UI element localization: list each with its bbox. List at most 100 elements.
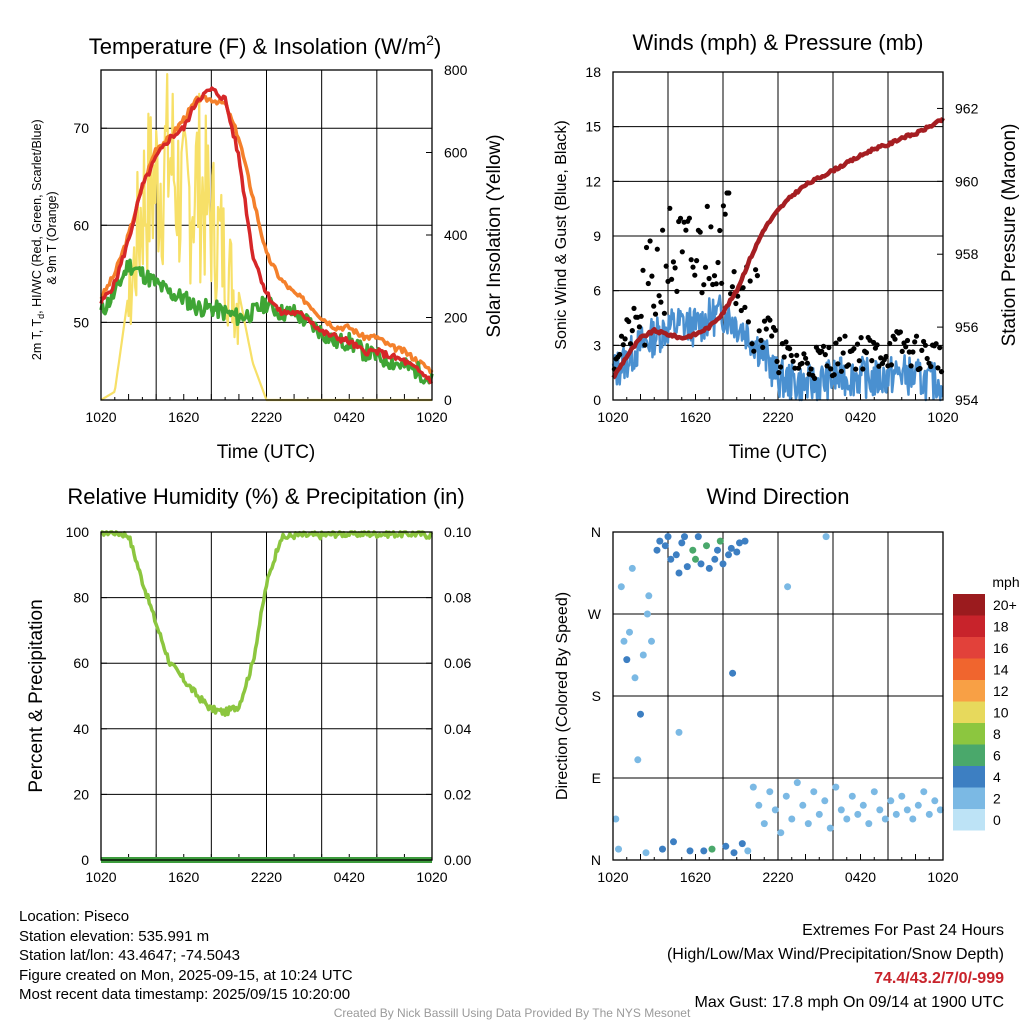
gust-point [804, 360, 811, 366]
gust-point [853, 366, 859, 372]
gust-point [651, 303, 657, 309]
gust-point [822, 352, 828, 358]
gust-point [745, 319, 752, 325]
speed-legend-swatch [953, 744, 985, 766]
gust-point [801, 351, 807, 357]
gust-point [643, 244, 650, 251]
winds-y2tick-label: 954 [955, 392, 979, 408]
winds-frame [612, 71, 944, 401]
gust-point [763, 326, 769, 332]
gust-point [820, 343, 827, 349]
direction-point [744, 847, 752, 855]
gust-point [897, 329, 904, 335]
direction-point [755, 801, 763, 809]
gust-point [627, 341, 634, 347]
gust-point [899, 348, 905, 354]
humidity-xtick-label: 1620 [168, 869, 199, 885]
gust-point [706, 275, 712, 282]
gust-point [935, 365, 941, 371]
gust-point [677, 215, 684, 221]
gust-point [799, 360, 805, 366]
temperature-xtick-label: 1020 [416, 409, 447, 425]
direction-point [716, 537, 724, 545]
gust-point [792, 365, 798, 371]
speed-legend-swatch [953, 766, 985, 788]
direction-point [631, 674, 639, 682]
direction-point [810, 788, 818, 796]
direction-xtick-label: 1020 [927, 869, 958, 885]
gust-point [640, 267, 646, 273]
direction-point [777, 829, 785, 837]
gust-point [903, 344, 909, 350]
gust-point [913, 333, 920, 339]
gust-point [720, 203, 727, 209]
direction-point [920, 788, 928, 796]
direction-point [903, 806, 911, 814]
recent-data-timestamp: Most recent data timestamp: 2025/09/15 1… [19, 986, 351, 1003]
humidity-xtick-label: 2220 [251, 869, 282, 885]
direction-ytick-label: E [592, 770, 601, 786]
humidity-xtick-label: 0420 [334, 869, 365, 885]
gust-point [869, 358, 875, 364]
direction-ytick-label: N [591, 524, 601, 540]
direction-ylabel: Direction (Colored By Speed) [554, 592, 571, 800]
humidity-xtick-label: 1020 [85, 869, 116, 885]
gust-point [917, 365, 923, 372]
temperature-xtick-label: 1020 [85, 409, 116, 425]
gust-point [642, 342, 648, 348]
direction-xtick-label: 0420 [845, 869, 876, 885]
gust-point [694, 258, 700, 264]
temperature-y2tick-label: 0 [444, 392, 452, 408]
direction-point [870, 788, 878, 796]
extremes-legend: (High/Low/Max Wind/Precipitation/Snow De… [666, 946, 1004, 963]
direction-point [642, 849, 650, 857]
winds-xlabel: Time (UTC) [729, 442, 828, 463]
gust-point [740, 285, 746, 291]
gust-point [828, 366, 834, 372]
gust-point [686, 215, 693, 221]
gust-point [708, 224, 714, 230]
winds-ytick-label: 18 [585, 64, 601, 80]
speed-legend-label: 16 [993, 640, 1009, 656]
gust-point [749, 341, 755, 347]
direction-point [876, 806, 884, 814]
winds-xtick-label: 0420 [845, 409, 876, 425]
speed-legend-label: 12 [993, 683, 1009, 699]
temperature-xtick-label: 2220 [251, 409, 282, 425]
gust-point [892, 336, 898, 342]
direction-point [733, 548, 741, 556]
gust-point [753, 267, 759, 273]
gust-point [860, 366, 866, 372]
direction-ytick-label: N [591, 852, 601, 868]
gust-point [692, 272, 698, 278]
direction-point [659, 845, 666, 853]
max-gust: Max Gust: 17.8 mph On 09/14 at 1900 UTC [694, 994, 1005, 1011]
winds-y2tick-label: 960 [955, 173, 979, 189]
direction-xtick-label: 1620 [680, 869, 711, 885]
humidity-ytick-label: 40 [73, 721, 89, 737]
direction-point [822, 533, 830, 541]
direction-point [645, 592, 653, 600]
temperature-y2label: Solar Insolation (Yellow) [484, 134, 505, 337]
direction-frame [612, 531, 944, 861]
temperature-y2tick-label: 400 [444, 227, 468, 243]
humidity-y2tick-label: 0.10 [444, 524, 471, 540]
winds-y2tick-label: 958 [955, 246, 979, 262]
speed-legend-label: 10 [993, 705, 1009, 721]
winds-xtick-label: 1620 [680, 409, 711, 425]
gust-point [652, 311, 659, 317]
gust-point [735, 293, 741, 299]
gust-point [711, 273, 718, 279]
direction-point [612, 815, 620, 823]
gust-point [795, 365, 802, 371]
gust-point [669, 276, 675, 282]
gust-point [629, 328, 635, 334]
gust-point [722, 211, 728, 217]
temperature-frame [100, 69, 433, 401]
direction-point [727, 544, 735, 552]
winds-ytick-label: 3 [593, 337, 601, 353]
speed-legend-label: 6 [993, 748, 1001, 764]
temperature-title: Temperature (F) & Insolation (W/m2) [89, 32, 442, 59]
winds-panel: Winds (mph) & Pressure (mb) Time (UTC) S… [553, 30, 1020, 463]
